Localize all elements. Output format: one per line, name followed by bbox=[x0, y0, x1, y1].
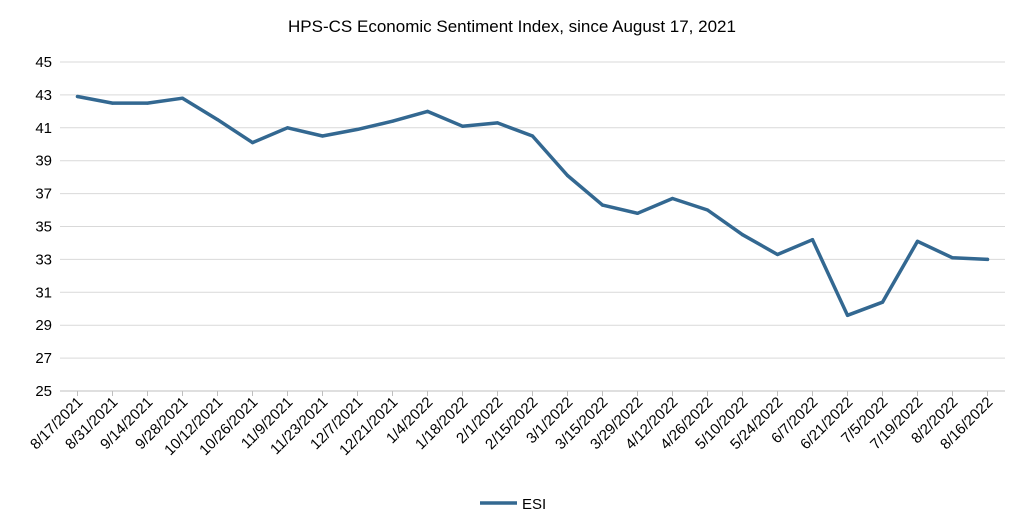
data-point bbox=[915, 239, 920, 243]
y-tick-label: 43 bbox=[35, 87, 52, 104]
data-point bbox=[145, 101, 150, 105]
data-point bbox=[670, 196, 675, 201]
y-tick-label: 33 bbox=[35, 251, 52, 268]
y-tick-label: 31 bbox=[35, 284, 52, 301]
data-point bbox=[215, 117, 220, 122]
legend-label-esi: ESI bbox=[522, 496, 546, 513]
y-axis-ticks: 25 27 29 31 33 35 37 39 41 43 45 bbox=[35, 54, 52, 400]
y-tick-label: 39 bbox=[35, 153, 52, 170]
data-point bbox=[530, 134, 535, 138]
data-point bbox=[950, 256, 955, 260]
series-layer bbox=[75, 94, 990, 318]
data-point bbox=[320, 134, 325, 138]
data-point bbox=[285, 126, 290, 130]
data-point bbox=[845, 313, 850, 317]
y-tick-label: 27 bbox=[35, 350, 52, 367]
data-point bbox=[810, 238, 815, 242]
data-point bbox=[250, 141, 255, 145]
data-point bbox=[880, 300, 885, 304]
y-tick-label: 35 bbox=[35, 219, 52, 236]
data-point bbox=[180, 96, 185, 100]
data-point bbox=[390, 119, 395, 123]
data-point bbox=[355, 127, 360, 132]
data-point bbox=[740, 233, 745, 237]
y-tick-label: 45 bbox=[35, 54, 52, 71]
data-point bbox=[495, 121, 500, 125]
data-point bbox=[600, 203, 605, 207]
data-point bbox=[565, 173, 570, 178]
data-point bbox=[460, 124, 465, 128]
series-line-esi bbox=[75, 94, 990, 318]
y-tick-label: 25 bbox=[35, 383, 52, 400]
data-point bbox=[635, 211, 640, 215]
data-point bbox=[110, 101, 115, 105]
gridlines bbox=[60, 61, 1005, 392]
chart-title: HPS-CS Economic Sentiment Index, since A… bbox=[288, 17, 736, 36]
data-point bbox=[75, 94, 80, 99]
data-point bbox=[985, 257, 990, 261]
legend: ESI bbox=[480, 496, 546, 513]
y-tick-label: 41 bbox=[35, 120, 52, 137]
y-tick-label: 37 bbox=[35, 186, 52, 203]
x-axis-ticks: 8/17/20218/31/20219/14/20219/28/202110/1… bbox=[27, 391, 996, 459]
y-tick-label: 29 bbox=[35, 317, 52, 334]
data-point bbox=[775, 252, 780, 257]
data-point bbox=[705, 208, 710, 212]
data-point bbox=[425, 109, 430, 113]
